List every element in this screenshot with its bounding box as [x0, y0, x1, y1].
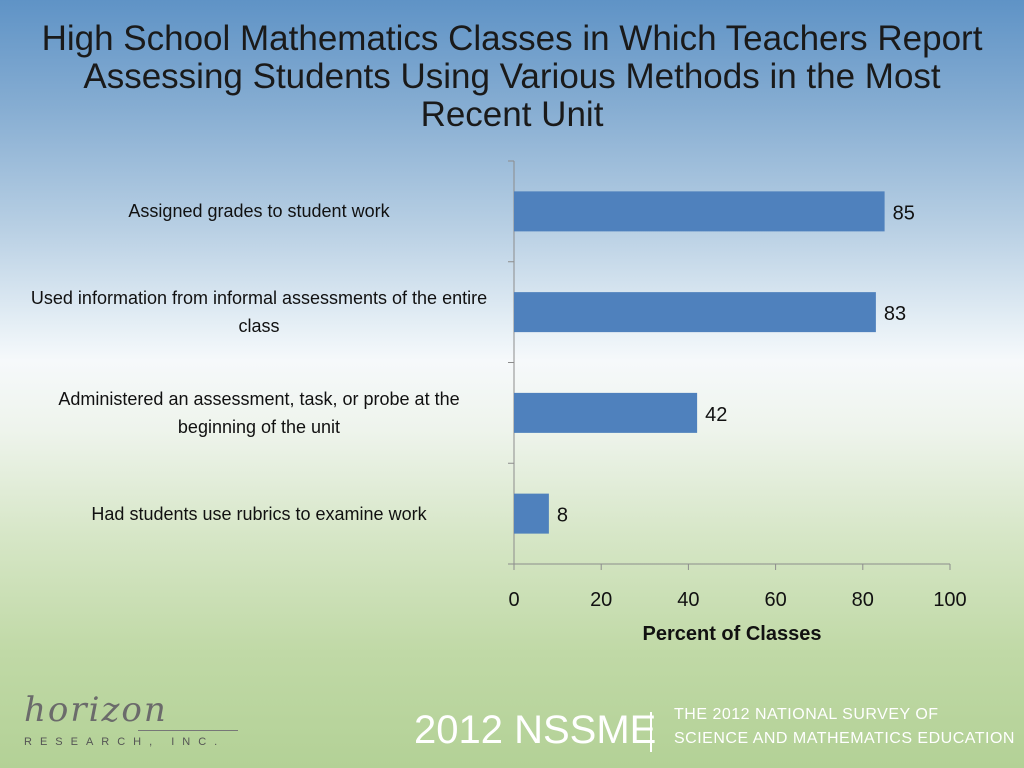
x-tick-label-3: 60: [764, 589, 786, 611]
bar-1: [514, 292, 876, 333]
bar-2: [514, 392, 698, 433]
footer-survey-line2: SCIENCE AND MATHEMATICS EDUCATION: [674, 730, 1015, 747]
data-label-2: 42: [705, 404, 727, 426]
x-tick-label-4: 80: [852, 589, 874, 611]
data-label-1: 83: [884, 303, 906, 325]
x-tick-label-5: 100: [933, 589, 966, 611]
category-label-2: Administered an assessment, task, or pro…: [58, 389, 460, 437]
logo-underline: [138, 730, 238, 731]
footer-separator: [650, 712, 652, 752]
bar-3: [514, 493, 549, 534]
x-tick-label-0: 0: [508, 589, 519, 611]
x-axis-title: Percent of Classes: [643, 623, 822, 645]
category-label-3: Had students use rubrics to examine work: [91, 504, 427, 524]
x-tick-label-1: 20: [590, 589, 612, 611]
logo-script: horizon: [24, 690, 168, 730]
category-label-1: Used information from informal assessmen…: [30, 288, 488, 336]
category-label-0: Assigned grades to student work: [128, 201, 390, 221]
horizon-logo: horizon RESEARCH, INC.: [18, 690, 248, 750]
footer-survey-line1: THE 2012 NATIONAL SURVEY OF: [674, 706, 939, 723]
data-label-0: 85: [893, 202, 915, 224]
bar-0: [514, 191, 885, 232]
logo-subtitle: RESEARCH, INC.: [24, 736, 226, 748]
footer-year-label: 2012 NSSME: [414, 708, 657, 752]
x-tick-label-2: 40: [677, 589, 699, 611]
data-label-3: 8: [557, 505, 568, 527]
chart-title: High School Mathematics Classes in Which…: [41, 19, 983, 134]
